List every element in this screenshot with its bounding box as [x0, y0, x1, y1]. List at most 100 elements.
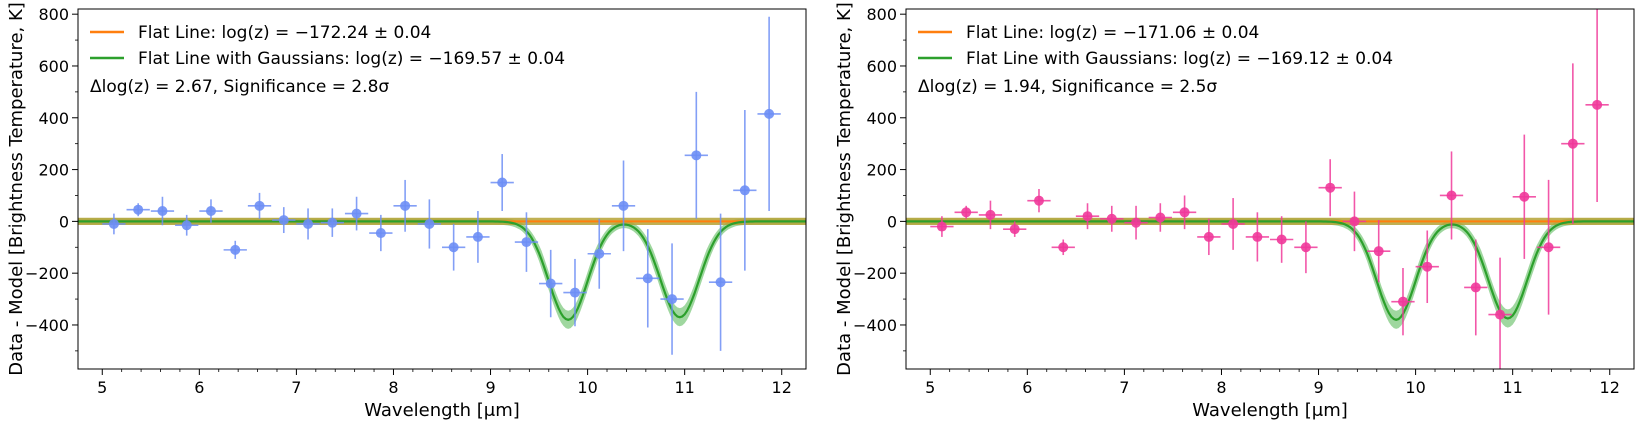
data-point-group: [1051, 239, 1075, 256]
x-tick-label: 6: [194, 378, 204, 397]
data-point: [1300, 242, 1311, 253]
x-tick-label: 12: [772, 378, 792, 397]
x-axis-label: Wavelength [μm]: [364, 400, 520, 421]
data-point-group: [684, 91, 708, 219]
data-point: [133, 204, 144, 215]
data-point-group: [1367, 220, 1391, 283]
data-point-group: [1221, 198, 1245, 250]
data-point-group: [1197, 218, 1221, 256]
data-point: [1446, 190, 1457, 201]
axes-frame: [905, 8, 1635, 370]
data-point-group: [1294, 221, 1318, 274]
data-point-group: [393, 179, 417, 232]
data-point-group: [514, 212, 539, 272]
data-point-group: [563, 258, 587, 327]
data-point: [961, 207, 972, 218]
data-point-group: [417, 199, 442, 249]
data-point: [351, 208, 362, 219]
data-point: [375, 228, 386, 239]
data-point: [545, 278, 556, 289]
x-tick-label: 5: [925, 378, 935, 397]
plot-area: [78, 16, 806, 355]
data-point-group: [930, 216, 954, 237]
data-point: [1203, 231, 1214, 242]
data-point: [1349, 216, 1360, 227]
data-point-group: [1464, 239, 1488, 336]
data-point-group: [296, 208, 320, 240]
y-tick-label: 800: [866, 5, 897, 24]
data-point: [618, 200, 629, 211]
data-point: [1252, 231, 1263, 242]
data-point: [424, 218, 435, 229]
data-point: [985, 209, 996, 220]
data-point: [497, 177, 508, 188]
data-point: [400, 200, 411, 211]
data-point: [108, 218, 119, 229]
data-point: [254, 200, 265, 211]
data-point: [667, 294, 678, 305]
data-point: [691, 150, 702, 161]
data-point-group: [1585, 9, 1609, 202]
data-point-group: [708, 213, 733, 351]
x-tick-label: 12: [1600, 378, 1620, 397]
data-point: [1033, 195, 1044, 206]
data-point-group: [1124, 205, 1148, 240]
data-point: [936, 221, 947, 232]
data-point: [1397, 296, 1408, 307]
data-point: [448, 242, 459, 253]
data-point-group: [1172, 195, 1197, 230]
y-axis-label: Data - Model [Brightness Temperature, K]: [834, 2, 855, 376]
right-panel: 5 6 7 8 9 10 11 12 −400 −200 0 200 400 600 800 Waveleng…: [834, 2, 1635, 421]
data-point: [303, 218, 314, 229]
data-point-group: [1148, 203, 1172, 232]
y-tick-label: 600: [866, 57, 897, 76]
data-point: [1422, 261, 1433, 272]
y-tick-label: −400: [853, 316, 897, 335]
data-point-group: [320, 208, 344, 237]
data-point: [472, 231, 483, 242]
y-tick-label: 0: [59, 212, 69, 231]
data-point: [230, 244, 241, 255]
data-point: [157, 206, 168, 217]
data-point-group: [757, 16, 781, 212]
x-tick-label: 8: [388, 378, 398, 397]
data-point: [1592, 99, 1603, 110]
y-tick-label: 400: [38, 109, 69, 128]
data-point-group: [1027, 189, 1051, 213]
x-tick-label: 8: [1216, 378, 1226, 397]
data-point: [1131, 217, 1142, 228]
legend: Flat Line: log(z) = −171.06 ± 0.04 Flat L…: [918, 23, 1393, 97]
x-tick-label: 11: [1502, 378, 1522, 397]
y-tick-label: 800: [38, 5, 69, 24]
y-tick-label: −400: [25, 316, 69, 335]
data-point-group: [247, 192, 272, 219]
legend-gauss-label: Flat Line with Gaussians: log(z) = −169.…: [966, 49, 1393, 69]
y-tick-label: 0: [887, 212, 897, 231]
data-point: [764, 108, 775, 119]
data-point-group: [150, 196, 175, 226]
x-tick-label: 6: [1022, 378, 1032, 397]
data-point-group: [978, 200, 1003, 230]
data-point-group: [466, 211, 490, 263]
data-point-group: [126, 203, 150, 217]
legend: Flat Line: log(z) = −172.24 ± 0.04 Flat L…: [90, 23, 565, 97]
x-tick-label: 10: [1405, 378, 1425, 397]
data-point: [278, 215, 289, 226]
data-point: [642, 273, 653, 284]
data-point-group: [272, 207, 296, 234]
x-tick-label: 9: [1313, 378, 1323, 397]
data-point: [1495, 309, 1506, 320]
gaussian-model-line: [906, 220, 1634, 321]
data-point: [1373, 246, 1384, 257]
data-point: [1228, 218, 1239, 229]
data-point: [1009, 224, 1020, 235]
legend-gauss-label: Flat Line with Gaussians: log(z) = −169.…: [138, 49, 565, 69]
significance-annotation: Δlog(z) = 1.94, Significance = 2.5σ: [918, 77, 1217, 97]
y-tick-label: 400: [866, 109, 897, 128]
data-point-group: [344, 196, 369, 231]
data-point-group: [1075, 203, 1100, 230]
data-point: [327, 217, 338, 228]
data-point-group: [1512, 134, 1536, 259]
x-tick-label: 7: [1119, 378, 1129, 397]
